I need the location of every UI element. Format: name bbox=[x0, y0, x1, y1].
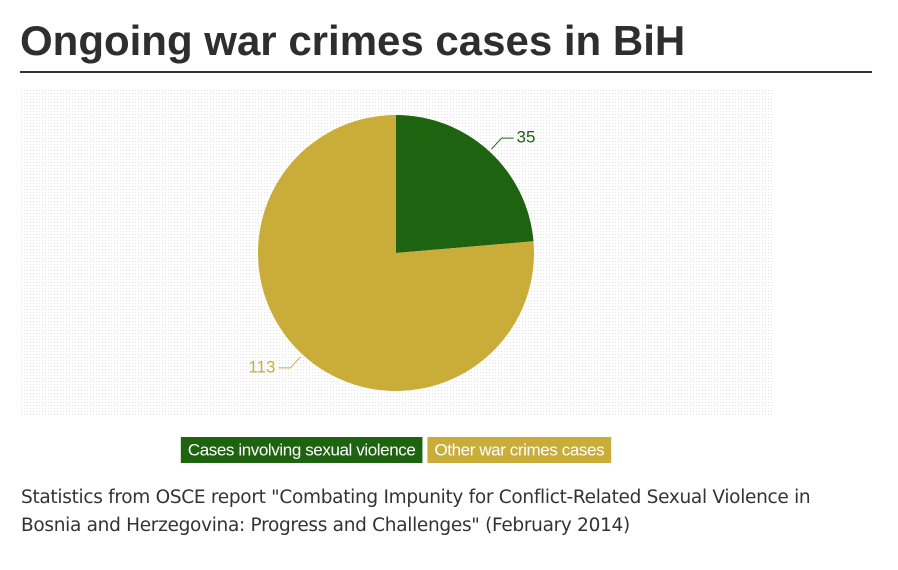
chart: Ongoing war crimes cases in BiH 35 113 Cas… bbox=[20, 17, 872, 463]
legend-label: Cases involving sexual violence bbox=[188, 440, 416, 459]
legend-label: Other war crimes cases bbox=[434, 440, 604, 459]
data-label: 35 bbox=[517, 128, 536, 147]
caption: Statistics from OSCE report "Combating I… bbox=[21, 487, 811, 536]
leader-line bbox=[491, 137, 514, 150]
pie-slice bbox=[258, 115, 534, 392]
chart-title: Ongoing war crimes cases in BiH bbox=[20, 17, 685, 64]
data-label: 113 bbox=[248, 357, 275, 376]
legend-swatch bbox=[180, 437, 423, 463]
pie-slice bbox=[396, 115, 534, 253]
legend-swatch bbox=[427, 437, 612, 463]
leader-line bbox=[278, 356, 301, 369]
